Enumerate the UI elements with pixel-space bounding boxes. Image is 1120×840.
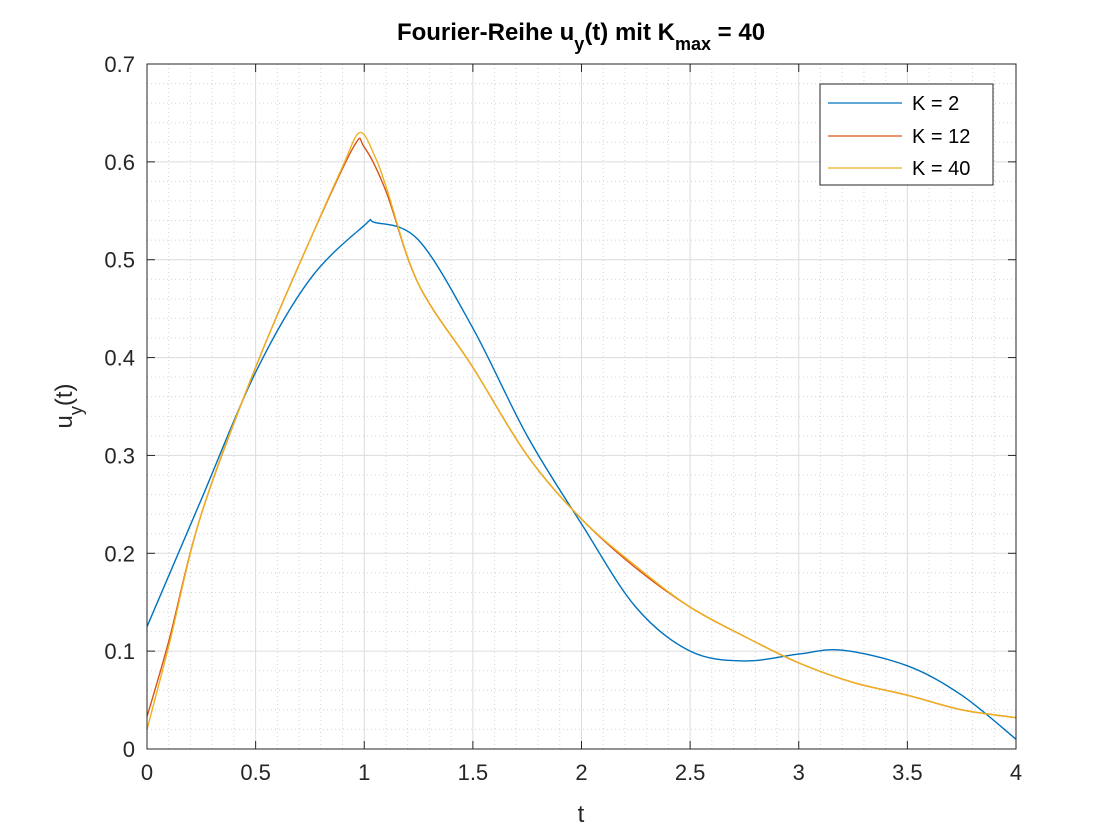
x-tick-label: 1.5 (458, 760, 489, 785)
x-tick-label: 2 (575, 760, 587, 785)
y-tick-label: 0 (123, 737, 135, 762)
series-line-k40 (146, 131, 1017, 730)
legend-label-k12: K = 12 (912, 126, 970, 148)
x-tick-label: 3 (793, 760, 805, 785)
x-tick-label: 0 (141, 760, 153, 785)
y-tick-label: 0.3 (104, 443, 135, 468)
x-tick-label: 2.5 (675, 760, 706, 785)
x-tick-label: 1 (358, 760, 370, 785)
y-tick-label: 0.6 (104, 150, 135, 175)
x-axis-label: t (578, 801, 585, 828)
y-tick-label: 0.1 (104, 639, 135, 664)
legend-label-k2: K = 2 (912, 93, 959, 115)
legend-label-k40: K = 40 (912, 158, 970, 180)
y-axis-label: uy(t) (51, 383, 86, 428)
x-tick-label: 4 (1010, 760, 1022, 785)
y-tick-label: 0.7 (104, 52, 135, 77)
y-tick-label: 0.4 (104, 346, 135, 371)
legend: K = 2 K = 12 K = 40 (819, 83, 994, 186)
major-grid (146, 63, 1017, 750)
x-tick-label: 0.5 (240, 760, 271, 785)
axis-ticks: 0 0.5 1 1.5 2 2.5 3 3.5 4 0 0.1 0.2 0.3 0.4 0.5 0.6 0.7 (104, 52, 1022, 785)
x-tick-label: 3.5 (892, 760, 923, 785)
series-layer (146, 131, 1017, 740)
chart-title: Fourier-Reihe uy(t) mit Kmax = 40 (397, 19, 765, 54)
y-tick-label: 0.5 (104, 248, 135, 273)
y-tick-label: 0.2 (104, 541, 135, 566)
series-line-k2 (146, 218, 1017, 740)
